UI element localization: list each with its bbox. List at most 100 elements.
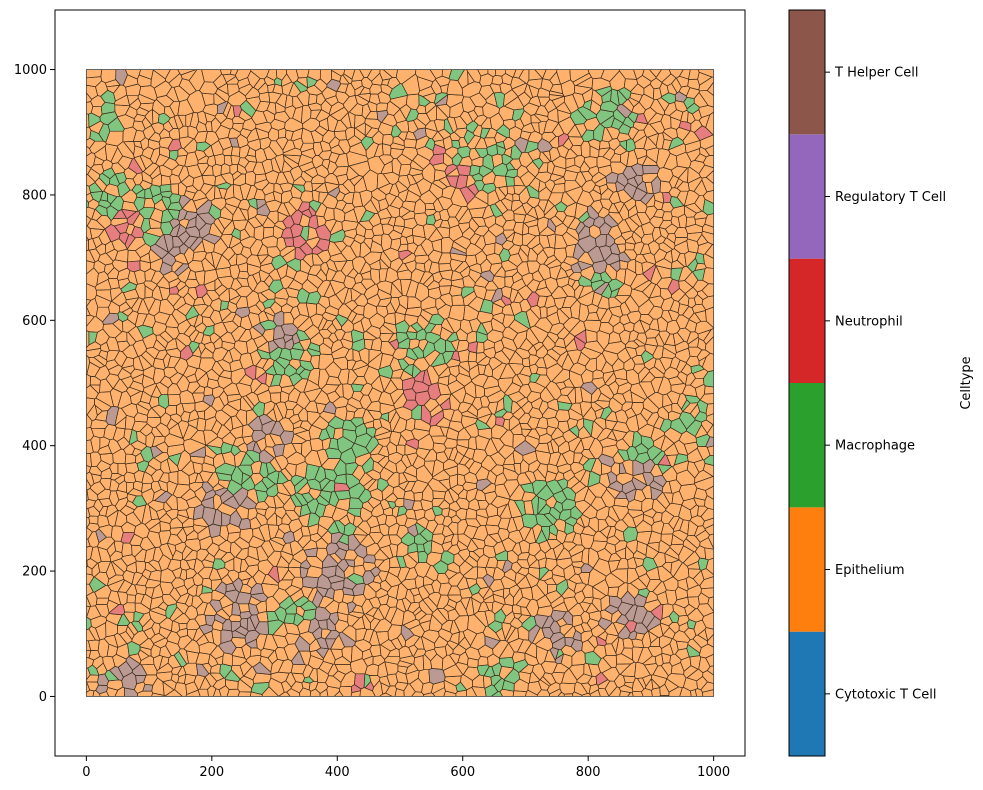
colorbar-label: Regulatory T Cell <box>835 190 946 205</box>
cell-polygon <box>704 385 714 395</box>
cell-polygon <box>408 623 425 638</box>
y-tick-label: 600 <box>22 314 47 329</box>
cell-polygon <box>706 445 714 457</box>
cell-polygon <box>592 586 607 600</box>
cell-polygon <box>707 596 714 612</box>
cell-polygon <box>222 652 233 667</box>
cell-polygon <box>142 683 154 692</box>
x-tick-label: 1000 <box>697 765 730 780</box>
colorbar-label: Epithelium <box>835 563 905 578</box>
cell-polygon <box>212 163 222 178</box>
colorbar-segment <box>789 383 825 508</box>
cell-polygon <box>332 588 345 604</box>
colorbar-segment <box>789 507 825 632</box>
x-tick-label: 0 <box>82 765 90 780</box>
cell-polygon <box>86 640 92 651</box>
x-tick-label: 600 <box>450 765 475 780</box>
colorbar-label: Neutrophil <box>835 314 903 329</box>
cell-polygon <box>662 211 673 221</box>
cell-polygon <box>438 263 453 272</box>
x-tick-label: 800 <box>576 765 601 780</box>
y-tick-label: 0 <box>39 690 47 705</box>
cell-polygon <box>703 454 714 466</box>
x-axis: 0 200 400 600 800 1000 <box>82 756 730 780</box>
cell-polygon <box>521 513 538 529</box>
cell-polygon <box>376 102 389 112</box>
colorbar-label: Cytotoxic T Cell <box>835 687 936 702</box>
cell-polygon <box>121 542 133 557</box>
cell-polygon <box>183 235 199 249</box>
x-tick-label: 400 <box>325 765 350 780</box>
colorbar-segment <box>789 10 825 135</box>
cell-polygon <box>208 523 222 538</box>
cell-polygon <box>692 569 705 586</box>
cell-polygon <box>87 639 100 651</box>
cell-polygon <box>498 642 515 659</box>
cell-polygon <box>642 164 661 175</box>
cell-polygon <box>626 691 634 697</box>
y-tick-label: 200 <box>22 565 47 580</box>
colorbar-segment <box>789 631 825 756</box>
cell-polygon <box>126 594 137 604</box>
cell-polygon <box>596 307 608 322</box>
colorbar-label: Macrophage <box>835 439 915 454</box>
cell-polygon <box>309 438 324 452</box>
cell-polygon <box>245 171 257 186</box>
cell-polygon <box>493 175 508 189</box>
colorbar-segment <box>789 258 825 383</box>
cell-polygon <box>167 393 182 406</box>
cell-polygon <box>230 146 241 157</box>
colorbar-segment <box>789 134 825 259</box>
cell-polygon <box>707 633 714 648</box>
cell-polygon <box>559 682 576 695</box>
cell-polygon <box>600 488 616 508</box>
y-tick-label: 400 <box>22 439 47 454</box>
cell-polygon <box>705 557 714 576</box>
y-tick-label: 800 <box>22 188 47 203</box>
cell-polygon <box>539 306 548 319</box>
cell-polygon <box>704 336 714 355</box>
colorbar-title: Celltype <box>959 356 974 409</box>
colorbar: Cytotoxic T Cell Epithelium Macrophage Neut… <box>788 9 946 757</box>
cell-polygon <box>583 487 597 506</box>
cell-polygon <box>428 668 446 685</box>
cell-polygon <box>164 326 180 340</box>
colorbar-label: T Helper Cell <box>834 66 918 81</box>
cell-polygon <box>513 659 529 673</box>
cell-polygon <box>498 656 515 669</box>
cell-polygon <box>476 341 485 354</box>
cell-polygon <box>302 576 319 589</box>
x-tick-label: 200 <box>199 765 224 780</box>
cell-polygon <box>219 594 234 609</box>
y-tick-label: 1000 <box>14 63 47 78</box>
cell-polygon <box>485 524 501 536</box>
cell-polygon <box>704 243 714 259</box>
cell-polygon <box>463 524 479 540</box>
cell-polygon <box>126 260 141 273</box>
cell-polygon <box>613 497 630 508</box>
cell-polygon <box>170 183 179 195</box>
cell-polygon <box>706 665 714 676</box>
cell-polygon <box>88 515 99 525</box>
cell-polygon <box>700 507 714 522</box>
cell-polygon <box>456 164 472 176</box>
cell-polygon <box>238 603 250 613</box>
cell-polygon <box>702 517 714 530</box>
cell-polygon <box>95 597 110 605</box>
cell-polygon <box>328 437 339 450</box>
cell-polygon <box>246 440 256 452</box>
cell-polygon <box>181 402 196 414</box>
cell-polygon <box>196 417 207 432</box>
cell-polygon <box>384 492 399 503</box>
cell-polygon <box>150 384 162 398</box>
cell-polygon <box>443 690 457 697</box>
cell-polygon <box>86 314 95 327</box>
y-axis: 0 200 400 600 800 1000 <box>14 63 55 705</box>
cell-polygon <box>260 254 274 267</box>
cell-polygon <box>220 300 229 311</box>
cell-polygon <box>535 366 548 376</box>
voronoi-cells <box>86 69 714 697</box>
cell-polygon <box>308 93 318 106</box>
cell-polygon <box>622 675 636 684</box>
